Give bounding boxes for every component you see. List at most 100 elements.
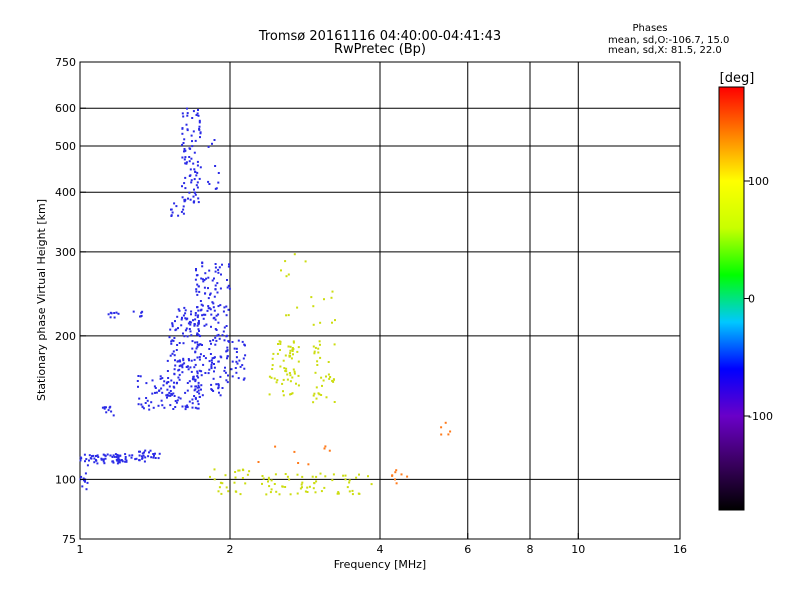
data-point	[268, 393, 271, 396]
grid-lines	[80, 62, 680, 539]
data-point	[214, 270, 217, 273]
data-point	[248, 470, 251, 473]
data-point	[113, 316, 116, 319]
data-point	[228, 263, 230, 266]
data-point	[210, 388, 213, 391]
data-point	[85, 458, 88, 461]
data-point	[171, 322, 174, 325]
data-point	[185, 406, 188, 408]
data-point	[196, 112, 199, 115]
data-point	[211, 142, 213, 145]
data-point	[169, 390, 172, 392]
data-point	[184, 391, 187, 394]
y-tick-label: 200	[55, 330, 76, 343]
data-point	[289, 374, 292, 377]
data-point	[194, 380, 197, 383]
data-point	[202, 313, 205, 316]
data-point	[212, 302, 215, 305]
data-point	[174, 320, 176, 323]
data-point	[144, 402, 147, 404]
data-point	[169, 404, 172, 407]
data-point	[295, 382, 297, 385]
x-tick-label: 10	[571, 543, 585, 556]
data-point	[332, 378, 335, 381]
data-point	[395, 482, 398, 485]
data-point	[235, 356, 238, 359]
data-point	[169, 328, 172, 331]
data-point	[82, 477, 85, 480]
data-point	[190, 385, 193, 388]
data-point	[188, 380, 191, 383]
y-tick-label: 75	[62, 533, 76, 546]
data-point	[216, 334, 219, 337]
data-point	[207, 297, 210, 300]
data-point	[209, 353, 212, 355]
data-point	[139, 375, 142, 378]
data-point	[257, 461, 260, 463]
data-point	[221, 263, 223, 266]
data-point	[348, 481, 351, 484]
data-point	[267, 480, 269, 483]
data-point	[83, 453, 86, 456]
data-point	[204, 292, 206, 295]
data-point	[241, 364, 244, 367]
data-point	[231, 360, 234, 363]
data-point	[210, 367, 213, 370]
data-point	[278, 493, 281, 496]
data-point	[286, 373, 289, 376]
data-point	[192, 375, 195, 378]
data-point	[440, 433, 443, 436]
data-point	[184, 329, 187, 332]
data-point	[217, 313, 220, 316]
data-point	[149, 449, 152, 452]
data-point	[194, 350, 197, 353]
data-point	[316, 364, 319, 366]
data-point	[199, 131, 202, 134]
data-point	[102, 460, 105, 463]
data-point	[196, 345, 199, 348]
data-point	[212, 306, 215, 309]
y-tick-label: 100	[55, 473, 76, 486]
data-point	[193, 178, 196, 181]
data-point	[188, 156, 191, 158]
data-point	[115, 458, 118, 461]
data-point	[155, 391, 158, 394]
data-point	[268, 375, 271, 378]
data-point	[291, 392, 294, 395]
data-point	[194, 385, 197, 388]
data-point	[233, 347, 236, 350]
colorbar-tick-label: 100	[748, 175, 769, 188]
data-point	[172, 408, 175, 410]
data-point	[198, 125, 201, 128]
data-point	[291, 376, 294, 379]
data-point	[265, 493, 268, 496]
data-point	[313, 482, 316, 484]
data-point	[154, 457, 157, 459]
data-point	[176, 399, 179, 402]
data-point	[177, 376, 180, 379]
data-point	[219, 355, 222, 358]
data-point	[196, 332, 199, 335]
data-point	[169, 354, 172, 357]
data-point	[138, 459, 141, 462]
data-point	[106, 453, 109, 456]
data-point	[222, 330, 225, 333]
data-point	[217, 383, 220, 386]
data-point	[215, 329, 218, 331]
data-point	[201, 394, 204, 397]
data-point	[400, 473, 403, 476]
data-point	[180, 318, 183, 321]
data-point	[217, 268, 220, 271]
data-point	[289, 349, 292, 352]
data-point	[81, 485, 84, 488]
data-point	[202, 355, 205, 357]
data-point	[152, 456, 155, 459]
data-point	[192, 130, 195, 133]
data-point	[215, 383, 218, 386]
data-point	[135, 457, 138, 460]
data-point	[237, 469, 240, 472]
data-point	[194, 363, 197, 366]
data-point	[148, 408, 151, 411]
data-point	[196, 293, 199, 296]
data-point	[228, 340, 231, 343]
